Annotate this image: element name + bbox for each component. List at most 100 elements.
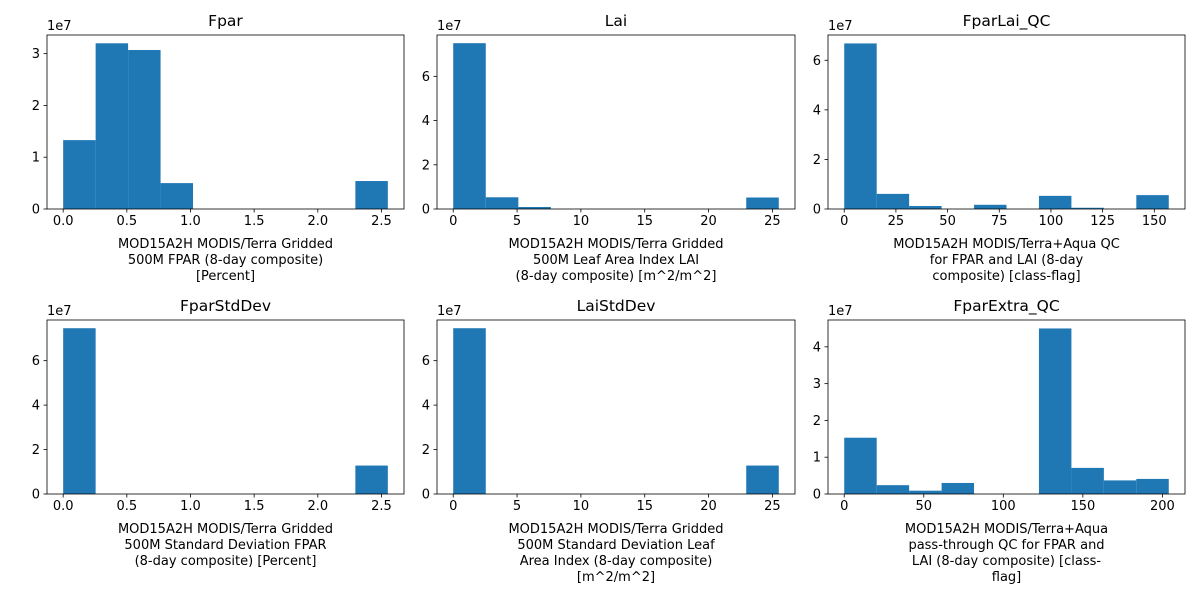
x-axis-label: [m^2/m^2]: [577, 570, 655, 585]
y-offset-label: 1e7: [828, 304, 853, 319]
histogram-bar: [355, 465, 388, 494]
histogram-bar: [160, 183, 194, 209]
y-tick-label: 0: [32, 488, 40, 503]
x-tick-label: 1.5: [244, 499, 265, 514]
y-tick-label: 4: [422, 399, 430, 414]
histogram-bar: [355, 181, 388, 209]
y-tick-label: 0: [813, 488, 821, 503]
y-tick-label: 6: [422, 70, 430, 85]
y-offset-label: 1e7: [437, 19, 462, 34]
histogram-bar: [844, 437, 877, 494]
x-axis-label: MOD15A2H MODIS/Terra+Aqua QC: [893, 237, 1120, 252]
histogram-bar: [941, 482, 975, 494]
chart-panel-6: 0 50 100 150 200 0 1 2 3 4 1e7 FparExtra_QC MOD15A2H…: [813, 297, 1186, 585]
x-axis-label: (8-day composite) [m^2/m^2]: [516, 269, 717, 284]
x-tick-label: 0.5: [116, 499, 137, 514]
x-axis-label: composite) [class-flag]: [932, 269, 1080, 284]
histogram-bar: [746, 465, 779, 494]
y-tick-label: 6: [32, 354, 40, 369]
chart-title: LaiStdDev: [577, 297, 656, 315]
x-tick-label: 0.5: [116, 214, 137, 229]
histogram-bar: [876, 193, 910, 209]
x-axis-label: (8-day composite) [Percent]: [135, 554, 317, 569]
y-tick-label: 1: [32, 151, 40, 166]
x-axis-label: MOD15A2H MODIS/Terra Gridded: [508, 522, 723, 537]
histogram-bar: [1038, 328, 1072, 494]
x-axis-label: MOD15A2H MODIS/Terra+Aqua: [905, 522, 1108, 537]
y-tick-label: 2: [32, 443, 40, 458]
y-offset-label: 1e7: [437, 304, 462, 319]
x-tick-label: 10: [573, 499, 590, 514]
x-tick-label: 2.0: [307, 499, 328, 514]
x-tick-label: 75: [991, 214, 1008, 229]
histogram-bar: [909, 206, 942, 209]
x-axis-label: MOD15A2H MODIS/Terra Gridded: [508, 237, 723, 252]
x-tick-label: 150: [1142, 214, 1167, 229]
y-offset-label: 1e7: [828, 19, 853, 34]
plot-frame: [827, 34, 1186, 210]
histogram-bar: [128, 50, 161, 210]
x-tick-label: 25: [764, 499, 781, 514]
x-tick-label: 0: [449, 499, 457, 514]
y-tick-label: 1: [813, 451, 821, 466]
histogram-bar: [63, 140, 96, 209]
x-tick-label: 0.0: [53, 499, 74, 514]
y-tick-label: 6: [422, 354, 430, 369]
chart-title: Lai: [605, 12, 627, 30]
x-tick-label: 50: [939, 214, 956, 229]
x-tick-label: 10: [573, 214, 590, 229]
histogram-bar: [95, 43, 129, 210]
x-tick-label: 150: [1070, 499, 1095, 514]
y-tick-label: 0: [813, 203, 821, 218]
x-tick-label: 1.0: [180, 214, 201, 229]
histogram-bar: [746, 197, 779, 209]
y-tick-label: 6: [813, 54, 821, 69]
x-axis-label: [Percent]: [196, 269, 255, 284]
x-tick-label: 25: [888, 214, 905, 229]
y-tick-label: 4: [422, 114, 430, 129]
x-tick-label: 5: [513, 499, 521, 514]
chart-title: FparLai_QC: [963, 12, 1051, 31]
histogram-bar: [1136, 478, 1169, 494]
x-axis-label: flag]: [992, 570, 1021, 585]
x-axis-label: for FPAR and LAI (8-day: [930, 253, 1084, 268]
histogram-bar: [1038, 195, 1072, 209]
x-tick-label: 15: [636, 214, 653, 229]
x-axis-label: Area Index (8-day composite): [520, 554, 713, 569]
x-tick-label: 125: [1090, 214, 1115, 229]
y-tick-label: 2: [32, 99, 40, 114]
histogram-bar: [485, 197, 519, 209]
histogram-bar: [63, 328, 96, 494]
x-tick-label: 5: [513, 214, 521, 229]
y-tick-label: 4: [32, 399, 40, 414]
x-axis-label: LAI (8-day composite) [class-: [912, 554, 1101, 569]
y-tick-label: 2: [422, 443, 430, 458]
x-axis-label: MOD15A2H MODIS/Terra Gridded: [118, 522, 333, 537]
plot-frame: [436, 319, 796, 495]
chart-title: Fpar: [208, 12, 243, 30]
histogram-bar: [453, 43, 486, 209]
histogram-bar: [1071, 207, 1104, 209]
histogram-bar: [909, 490, 942, 494]
y-offset-label: 1e7: [47, 19, 72, 34]
histogram-bar: [1136, 195, 1169, 209]
y-tick-label: 3: [813, 377, 821, 392]
x-axis-label: 500M Standard Deviation FPAR: [124, 538, 326, 553]
x-tick-label: 200: [1150, 499, 1175, 514]
chart-panel-2: 0 5 10 15 20 25 0 2 4 6 1e7 Lai MOD15A2H MODIS/Terra…: [422, 12, 796, 284]
y-tick-label: 2: [813, 414, 821, 429]
y-tick-label: 2: [813, 153, 821, 168]
x-tick-label: 25: [764, 214, 781, 229]
x-tick-label: 0: [840, 214, 848, 229]
y-tick-label: 3: [32, 47, 40, 62]
y-tick-label: 0: [32, 203, 40, 218]
chart-panel-1: 0.0 0.5 1.0 1.5 2.0 2.5 0 1 2 3 1e7 Fpar MOD15A2H MO…: [32, 12, 405, 284]
x-axis-label: 500M Leaf Area Index LAI: [533, 253, 699, 268]
x-tick-label: 20: [700, 214, 717, 229]
x-tick-label: 100: [1039, 214, 1064, 229]
x-tick-label: 1.0: [180, 499, 201, 514]
y-tick-label: 0: [422, 203, 430, 218]
plot-frame: [46, 319, 405, 495]
histogram-bar: [1103, 480, 1137, 494]
